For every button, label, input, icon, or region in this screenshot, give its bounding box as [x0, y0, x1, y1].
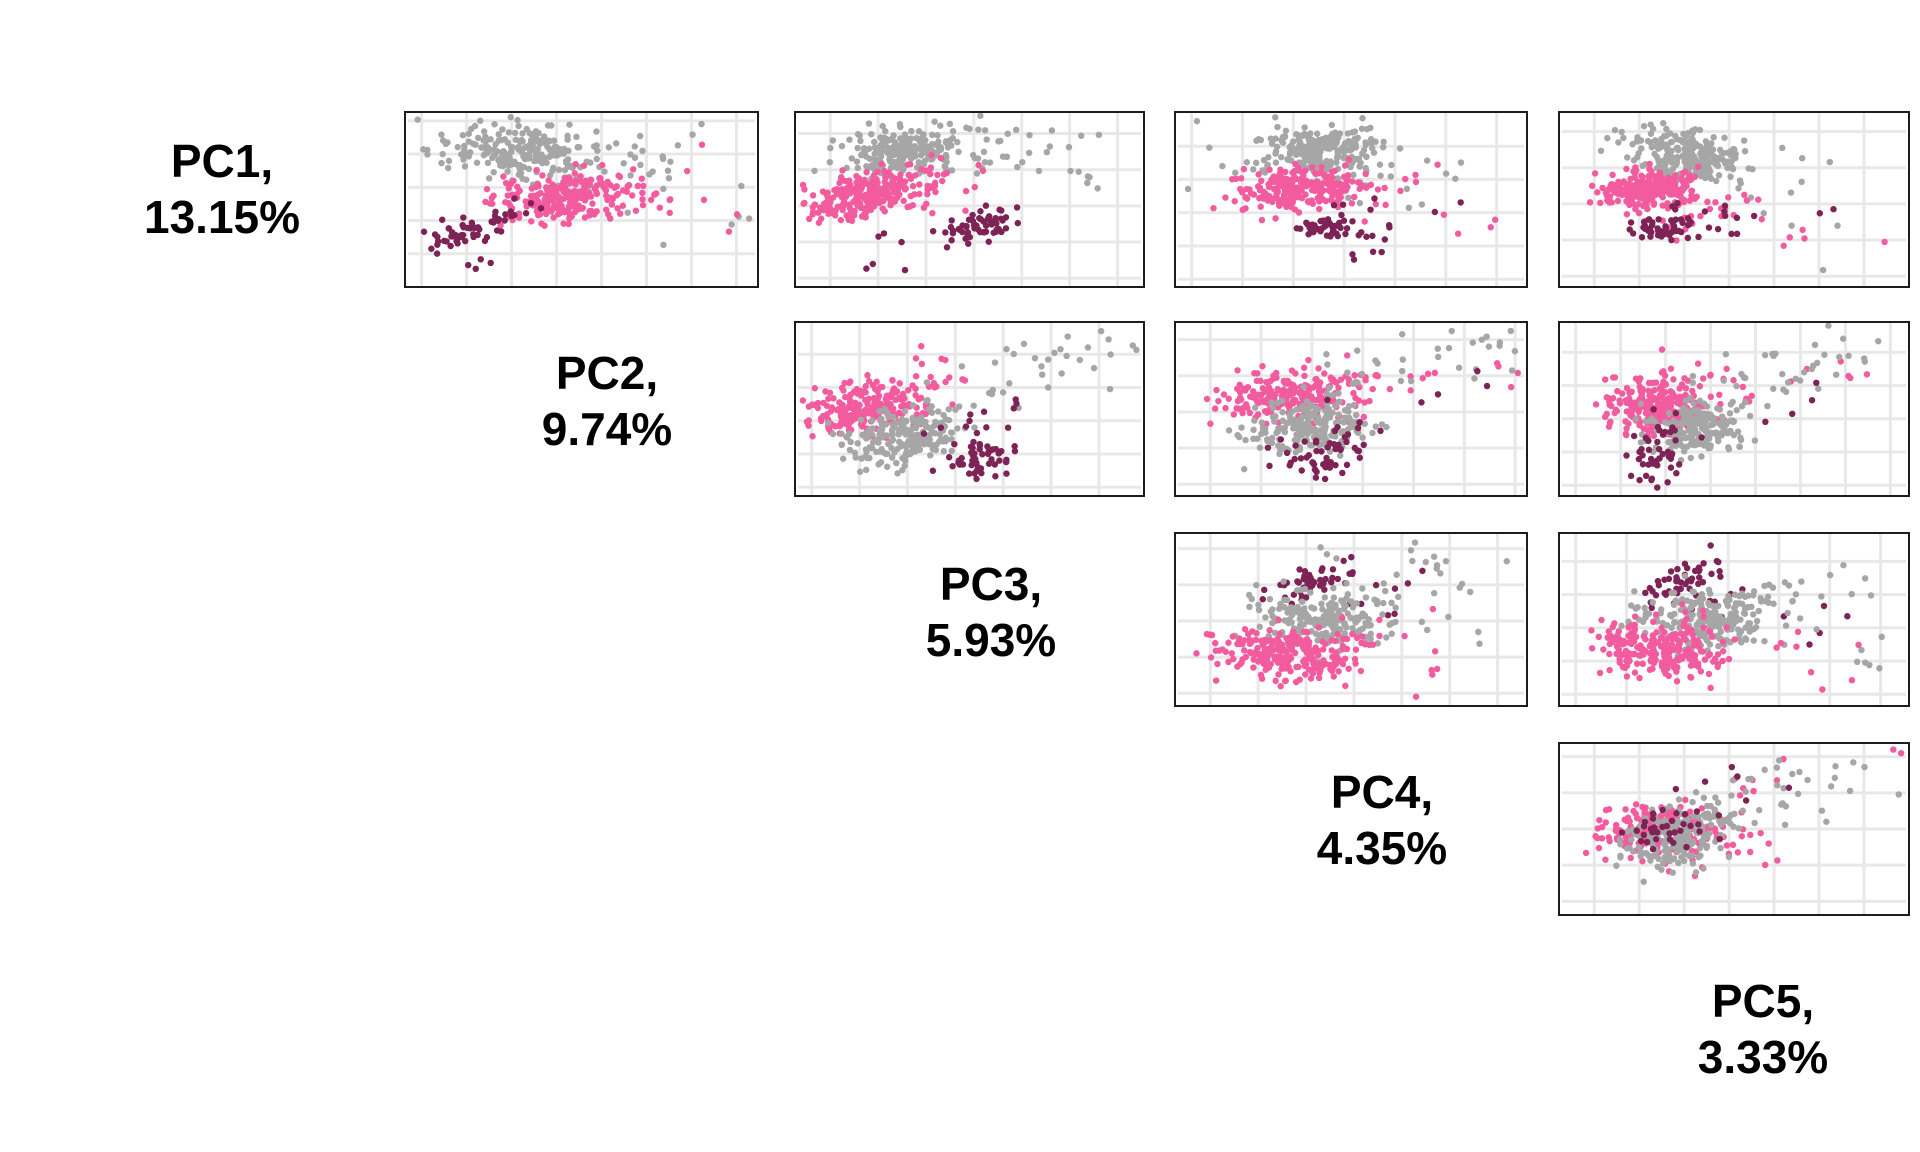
scatter-canvas	[797, 323, 1142, 495]
pc4-label-line1: PC4,	[1330, 766, 1434, 818]
scatter-panel-pc4-pc5	[1558, 742, 1910, 916]
pc1-label-line2: 13.15%	[143, 191, 301, 243]
pc5-label-line2: 3.33%	[1697, 1031, 1829, 1083]
scatter-canvas	[1561, 113, 1907, 286]
scatter-canvas	[1562, 744, 1906, 914]
pc5-variance-label: PC5, 3.33%	[1698, 973, 1828, 1085]
pc2-label-line2: 9.74%	[541, 403, 673, 455]
pc4-variance-label: PC4, 4.35%	[1317, 764, 1447, 876]
scatter-panel-pc2-pc4	[1174, 321, 1528, 497]
pc1-label-line1: PC1,	[170, 135, 274, 187]
pc2-label-line1: PC2,	[555, 347, 659, 399]
pc5-label-line1: PC5,	[1711, 975, 1815, 1027]
scatter-panel-pc1-pc4	[1174, 111, 1528, 288]
scatter-panel-pc1-pc5	[1558, 111, 1910, 288]
scatter-canvas	[797, 113, 1142, 286]
scatter-canvas	[1178, 323, 1524, 495]
scatter-panel-pc2-pc5	[1558, 321, 1910, 497]
pc3-variance-label: PC3, 5.93%	[926, 556, 1056, 668]
scatter-canvas	[408, 113, 755, 286]
scatter-panel-pc2-pc3	[794, 321, 1145, 497]
pc1-variance-label: PC1, 13.15%	[144, 133, 300, 245]
scatter-canvas	[1178, 113, 1524, 286]
pc2-variance-label: PC2, 9.74%	[542, 345, 672, 457]
pc4-label-line2: 4.35%	[1316, 822, 1448, 874]
scatter-panel-pc3-pc5	[1558, 532, 1910, 707]
pc3-label-line1: PC3,	[939, 558, 1043, 610]
scatter-canvas	[1562, 323, 1906, 495]
pc3-label-line2: 5.93%	[925, 614, 1057, 666]
scatter-canvas	[1562, 534, 1906, 705]
scatter-panel-pc3-pc4	[1174, 532, 1528, 707]
scatter-panel-pc1-pc2	[404, 111, 759, 288]
scatter-panel-pc1-pc3	[794, 111, 1145, 288]
scatter-canvas	[1178, 534, 1524, 705]
